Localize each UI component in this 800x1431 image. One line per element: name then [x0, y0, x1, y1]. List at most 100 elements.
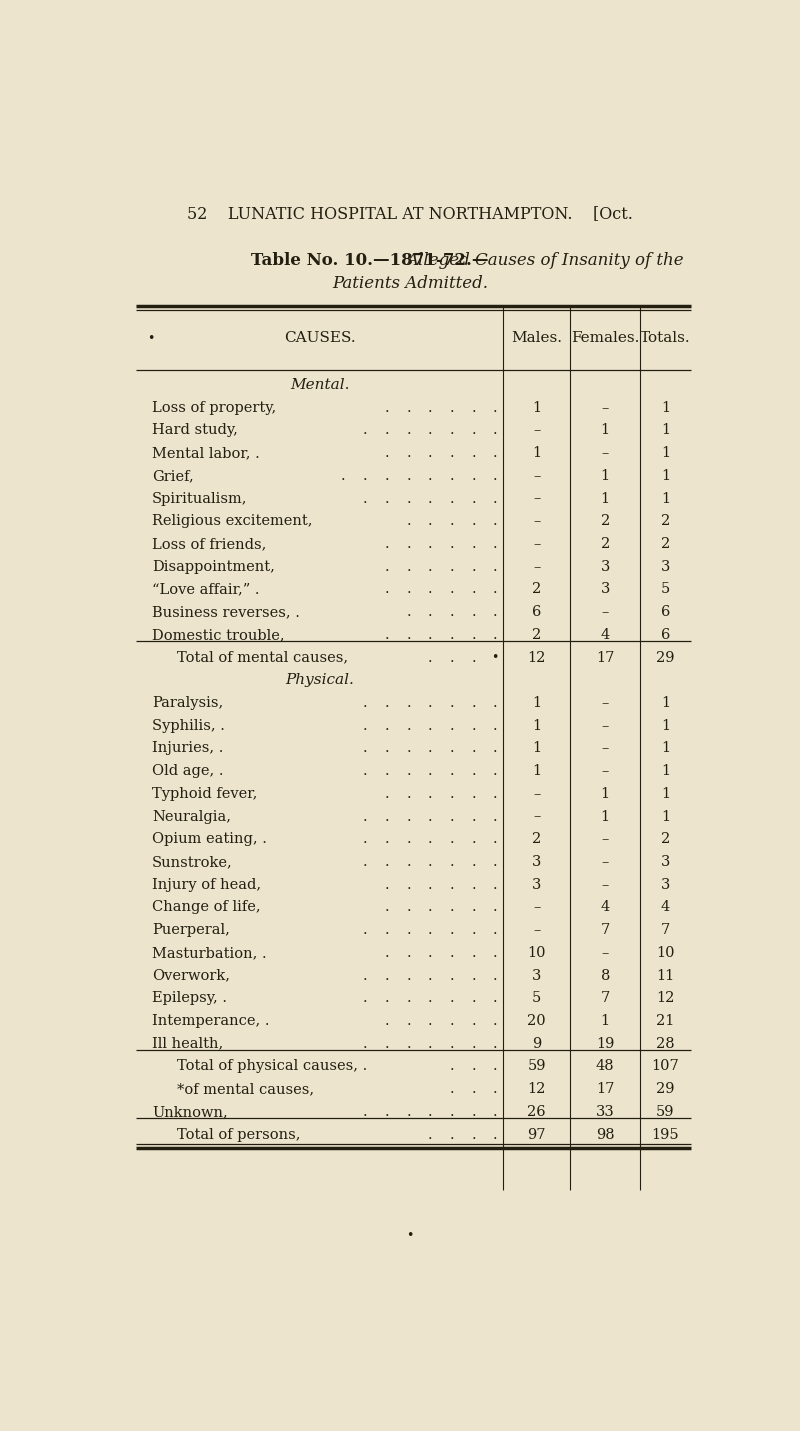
Text: .: . [385, 741, 389, 756]
Text: .: . [450, 560, 454, 574]
Text: .: . [493, 695, 498, 710]
Text: .: . [385, 401, 389, 415]
Text: .: . [450, 1082, 454, 1096]
Text: .: . [385, 537, 389, 551]
Text: .: . [450, 741, 454, 756]
Text: 1: 1 [661, 741, 670, 756]
Text: .: . [428, 764, 433, 778]
Text: .: . [450, 1015, 454, 1027]
Text: .: . [406, 810, 410, 824]
Text: .: . [493, 1082, 498, 1096]
Text: Change of life,: Change of life, [152, 900, 261, 914]
Text: .: . [493, 741, 498, 756]
Text: 19: 19 [596, 1036, 614, 1050]
Text: 12: 12 [656, 992, 674, 1006]
Text: .: . [493, 718, 498, 733]
Text: 5: 5 [661, 582, 670, 597]
Text: .: . [471, 1128, 476, 1142]
Text: .: . [385, 969, 389, 983]
Text: 6: 6 [661, 628, 670, 643]
Text: .: . [406, 560, 410, 574]
Text: .: . [450, 833, 454, 846]
Text: .: . [428, 992, 433, 1006]
Text: Religious excitement,: Religious excitement, [152, 514, 313, 528]
Text: .: . [428, 628, 433, 643]
Text: .: . [362, 1105, 367, 1119]
Text: 17: 17 [596, 651, 614, 664]
Text: 1: 1 [601, 492, 610, 505]
Text: Hard study,: Hard study, [152, 424, 238, 438]
Text: •: • [491, 651, 499, 664]
Text: 2: 2 [532, 582, 542, 597]
Text: 1: 1 [661, 718, 670, 733]
Text: .: . [493, 628, 498, 643]
Text: .: . [428, 651, 433, 664]
Text: Opium eating, .: Opium eating, . [152, 833, 267, 846]
Text: .: . [362, 923, 367, 937]
Text: .: . [385, 582, 389, 597]
Text: 107: 107 [651, 1059, 679, 1073]
Text: 2: 2 [532, 833, 542, 846]
Text: .: . [385, 900, 389, 914]
Text: .: . [406, 877, 410, 892]
Text: .: . [471, 492, 476, 505]
Text: .: . [471, 923, 476, 937]
Text: .: . [450, 923, 454, 937]
Text: .: . [428, 923, 433, 937]
Text: 1: 1 [661, 810, 670, 824]
Text: .: . [493, 469, 498, 482]
Text: 10: 10 [527, 946, 546, 960]
Text: .: . [471, 424, 476, 438]
Text: .: . [385, 946, 389, 960]
Text: .: . [471, 401, 476, 415]
Text: .: . [471, 560, 476, 574]
Text: Totals.: Totals. [640, 331, 690, 345]
Text: .: . [362, 424, 367, 438]
Text: Injuries, .: Injuries, . [152, 741, 223, 756]
Text: .: . [385, 424, 389, 438]
Text: .: . [428, 695, 433, 710]
Text: .: . [471, 1105, 476, 1119]
Text: .: . [471, 877, 476, 892]
Text: .: . [493, 1059, 498, 1073]
Text: 8: 8 [601, 969, 610, 983]
Text: .: . [428, 810, 433, 824]
Text: 1: 1 [661, 446, 670, 461]
Text: .: . [450, 856, 454, 869]
Text: .: . [450, 764, 454, 778]
Text: .: . [385, 1105, 389, 1119]
Text: .: . [406, 992, 410, 1006]
Text: –: – [602, 856, 609, 869]
Text: .: . [406, 469, 410, 482]
Text: Overwork,: Overwork, [152, 969, 230, 983]
Text: Total of physical causes, .: Total of physical causes, . [177, 1059, 367, 1073]
Text: Males.: Males. [511, 331, 562, 345]
Text: .: . [471, 718, 476, 733]
Text: 3: 3 [661, 560, 670, 574]
Text: .: . [428, 877, 433, 892]
Text: .: . [406, 1036, 410, 1050]
Text: .: . [493, 969, 498, 983]
Text: Injury of head,: Injury of head, [152, 877, 261, 892]
Text: Old age, .: Old age, . [152, 764, 223, 778]
Text: .: . [471, 900, 476, 914]
Text: .: . [428, 1105, 433, 1119]
Text: 2: 2 [661, 514, 670, 528]
Text: .: . [428, 560, 433, 574]
Text: .: . [428, 424, 433, 438]
Text: Spiritualism,: Spiritualism, [152, 492, 247, 505]
Text: Physical.: Physical. [286, 674, 354, 687]
Text: 1: 1 [601, 469, 610, 482]
Text: .: . [385, 718, 389, 733]
Text: .: . [406, 401, 410, 415]
Text: –: – [602, 695, 609, 710]
Text: Epilepsy, .: Epilepsy, . [152, 992, 227, 1006]
Text: Patients Admitted.: Patients Admitted. [332, 275, 488, 292]
Text: 33: 33 [596, 1105, 614, 1119]
Text: .: . [428, 1036, 433, 1050]
Text: –: – [533, 537, 541, 551]
Text: .: . [385, 628, 389, 643]
Text: Alleged Causes of Insanity of the: Alleged Causes of Insanity of the [406, 252, 684, 269]
Text: .: . [385, 877, 389, 892]
Text: –: – [602, 741, 609, 756]
